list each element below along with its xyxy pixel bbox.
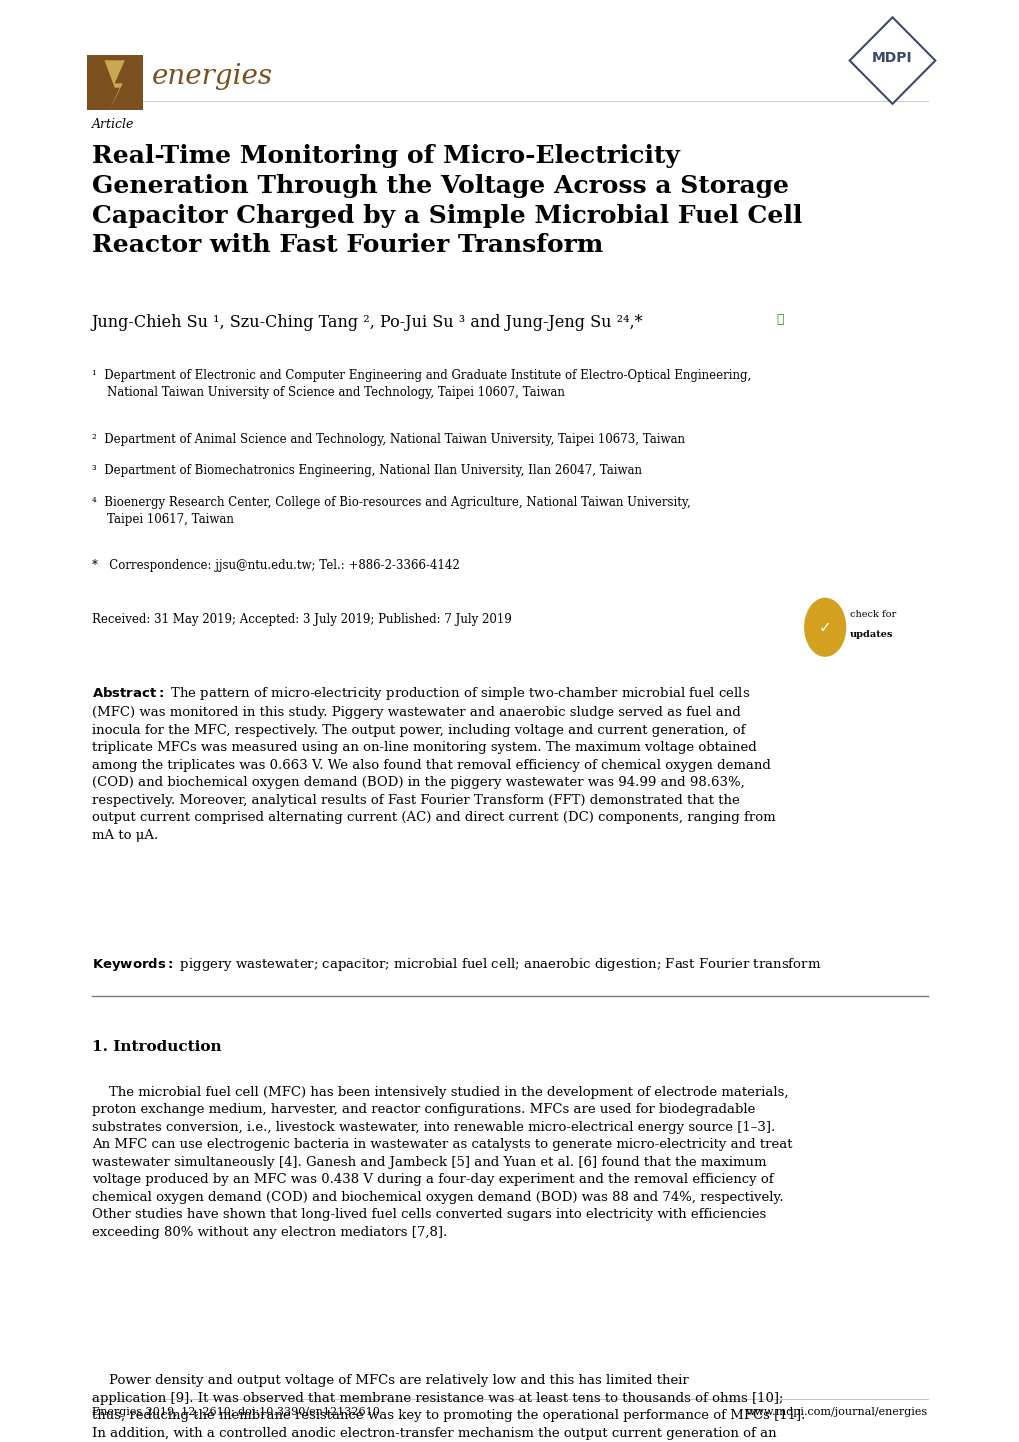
- Text: Real-Time Monitoring of Micro-Electricity
Generation Through the Voltage Across : Real-Time Monitoring of Micro-Electricit…: [92, 144, 801, 257]
- Text: energies: energies: [152, 63, 273, 91]
- FancyBboxPatch shape: [87, 55, 143, 110]
- Text: Power density and output voltage of MFCs are relatively low and this has limited: Power density and output voltage of MFCs…: [92, 1374, 804, 1442]
- Polygon shape: [849, 17, 934, 104]
- Text: ⓘ: ⓘ: [775, 313, 783, 326]
- Circle shape: [804, 598, 845, 656]
- Polygon shape: [104, 61, 124, 112]
- Text: $\mathbf{Abstract:}$ The pattern of micro-electricity production of simple two-c: $\mathbf{Abstract:}$ The pattern of micr…: [92, 685, 774, 842]
- Text: ³  Department of Biomechatronics Engineering, National Ilan University, Ilan 260: ³ Department of Biomechatronics Engineer…: [92, 464, 641, 477]
- Text: Received: 31 May 2019; Accepted: 3 July 2019; Published: 7 July 2019: Received: 31 May 2019; Accepted: 3 July …: [92, 613, 512, 626]
- Text: updates: updates: [849, 630, 893, 639]
- Text: ¹  Department of Electronic and Computer Engineering and Graduate Institute of E: ¹ Department of Electronic and Computer …: [92, 369, 750, 399]
- Text: ²  Department of Animal Science and Technology, National Taiwan University, Taip: ² Department of Animal Science and Techn…: [92, 433, 684, 446]
- Text: The microbial fuel cell (MFC) has been intensively studied in the development of: The microbial fuel cell (MFC) has been i…: [92, 1086, 792, 1239]
- Text: ✓: ✓: [818, 620, 830, 634]
- Text: Energies 2019, 12, 2610; doi:10.3390/en12132610: Energies 2019, 12, 2610; doi:10.3390/en1…: [92, 1407, 379, 1417]
- Text: check for: check for: [849, 610, 895, 619]
- Text: www.mdpi.com/journal/energies: www.mdpi.com/journal/energies: [745, 1407, 927, 1417]
- Text: MDPI: MDPI: [871, 50, 912, 65]
- Text: $\mathbf{Keywords:}$ piggery wastewater; capacitor; microbial fuel cell; anaerob: $\mathbf{Keywords:}$ piggery wastewater;…: [92, 956, 820, 973]
- Text: Article: Article: [92, 118, 135, 131]
- Text: *   Correspondence: jjsu@ntu.edu.tw; Tel.: +886-2-3366-4142: * Correspondence: jjsu@ntu.edu.tw; Tel.:…: [92, 559, 460, 572]
- Text: 1. Introduction: 1. Introduction: [92, 1040, 221, 1054]
- Text: Jung-Chieh Su ¹, Szu-Ching Tang ², Po-Jui Su ³ and Jung-Jeng Su ²⁴,*: Jung-Chieh Su ¹, Szu-Ching Tang ², Po-Ju…: [92, 314, 643, 332]
- Text: ⁴  Bioenergy Research Center, College of Bio-resources and Agriculture, National: ⁴ Bioenergy Research Center, College of …: [92, 496, 690, 526]
